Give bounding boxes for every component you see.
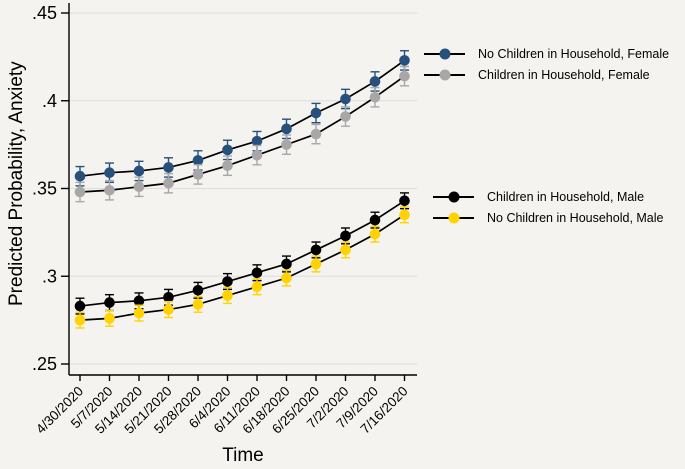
legend-label: Children in Household, Male xyxy=(487,189,645,204)
svg-text:.3: .3 xyxy=(42,266,57,286)
legend-entry-no-children-male: No Children in Household, Male xyxy=(433,207,663,228)
legend-line-icon xyxy=(424,48,465,59)
legend-entry-no-children-female: No Children in Household, Female xyxy=(424,43,669,64)
legend-entry-children-female: Children in Household, Female xyxy=(424,64,669,85)
legend-label: No Children in Household, Female xyxy=(478,46,670,61)
legend-marker-yellow-icon xyxy=(448,212,459,223)
legend-label: No Children in Household, Male xyxy=(487,210,664,225)
svg-text:.4: .4 xyxy=(42,91,57,111)
legend-line-icon xyxy=(424,69,465,80)
legend-group-male: Children in Household, Male No Children … xyxy=(433,186,663,228)
svg-text:.35: .35 xyxy=(32,179,57,199)
legend-marker-navy-icon xyxy=(439,48,450,59)
legend-label: Children in Household, Female xyxy=(478,67,650,82)
legend-marker-gray-icon xyxy=(439,69,450,80)
y-axis-title: Predicted Probability, Anxiety xyxy=(6,61,27,307)
legend-line-icon xyxy=(433,212,474,223)
x-axis-title: Time xyxy=(222,445,264,466)
svg-text:.45: .45 xyxy=(32,3,57,23)
legend-line-icon xyxy=(433,191,474,202)
legend-group-female: No Children in Household, Female Childre… xyxy=(424,43,669,85)
legend-marker-black-icon xyxy=(448,191,459,202)
svg-text:.25: .25 xyxy=(32,354,57,374)
legend-entry-children-male: Children in Household, Male xyxy=(433,186,663,207)
